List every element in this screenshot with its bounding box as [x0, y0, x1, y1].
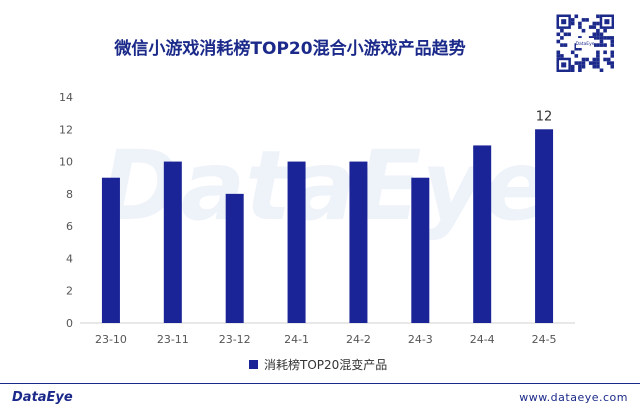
data-labels: 12	[536, 109, 553, 124]
y-tick-label: 14	[59, 91, 73, 104]
x-tick-label: 24-2	[346, 333, 371, 346]
x-tick-label: 24-5	[532, 333, 557, 346]
y-tick-label: 4	[66, 252, 73, 265]
footer: DataEye www.dataeye.com	[0, 383, 640, 409]
x-tick-label: 23-12	[219, 333, 251, 346]
x-tick-label: 24-3	[408, 333, 433, 346]
bar	[473, 145, 492, 323]
bar	[535, 129, 554, 323]
y-tick-label: 0	[66, 317, 73, 330]
y-axis: 0 2 4 6 8 10 12 14	[59, 91, 73, 330]
y-tick-label: 10	[59, 156, 73, 169]
x-tick-label: 23-10	[95, 333, 127, 346]
qr-label: DataEye	[575, 41, 594, 47]
y-tick-label: 6	[66, 220, 73, 233]
legend-label: 消耗榜TOP20混变产品	[264, 358, 388, 372]
y-tick-label: 8	[66, 188, 73, 201]
bar	[411, 177, 430, 323]
y-tick-label: 12	[59, 123, 73, 136]
x-tick-label: 24-1	[284, 333, 309, 346]
chart-title: 微信小游戏消耗榜TOP20混合小游戏产品趋势	[114, 39, 466, 59]
footer-divider	[0, 383, 640, 384]
data-label: 12	[536, 109, 553, 124]
bar	[163, 161, 182, 323]
y-tick-label: 2	[66, 285, 73, 298]
bar	[287, 161, 306, 323]
bar	[101, 177, 120, 323]
x-tick-label: 24-4	[470, 333, 495, 346]
legend: 消耗榜TOP20混变产品	[249, 356, 387, 373]
legend-swatch	[249, 360, 258, 369]
x-axis: 23-10 23-11 23-12 24-1 24-2 24-3 24-4 24-5	[95, 333, 557, 346]
bar	[349, 161, 368, 323]
bar-series	[101, 129, 554, 323]
qr-code-icon: DataEye	[556, 14, 614, 72]
website-link: www.dataeye.com	[519, 391, 628, 404]
brand-logo: DataEye	[12, 390, 73, 405]
x-tick-label: 23-11	[157, 333, 189, 346]
bar	[225, 193, 244, 323]
